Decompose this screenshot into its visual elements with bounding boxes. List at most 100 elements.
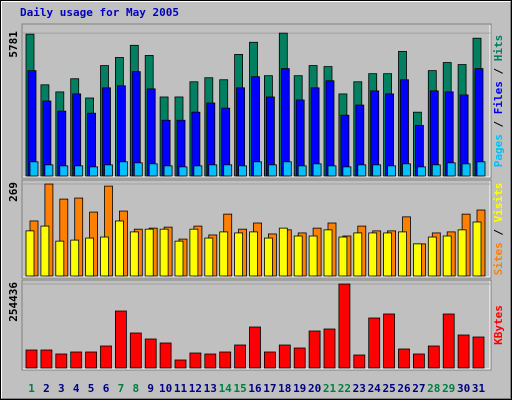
bar bbox=[476, 161, 486, 177]
bar bbox=[372, 164, 382, 177]
bar bbox=[100, 345, 112, 369]
x-tick-label: 20 bbox=[308, 382, 321, 395]
bar bbox=[416, 166, 426, 177]
bar bbox=[325, 80, 335, 177]
y-tick-label: 269 bbox=[7, 182, 20, 202]
bar bbox=[74, 165, 84, 177]
bar bbox=[40, 349, 53, 369]
x-tick-label: 6 bbox=[103, 382, 110, 395]
bar bbox=[193, 165, 203, 177]
legend-entry: Hits bbox=[492, 35, 505, 62]
bar bbox=[85, 351, 97, 369]
bar bbox=[129, 231, 139, 277]
bar bbox=[251, 76, 260, 177]
bar bbox=[293, 235, 303, 277]
bar bbox=[115, 310, 127, 369]
bar bbox=[72, 93, 82, 177]
bar bbox=[427, 345, 440, 369]
legend-separator: / bbox=[492, 61, 505, 81]
x-tick-label: 25 bbox=[382, 382, 395, 395]
bar bbox=[280, 68, 290, 177]
bar bbox=[119, 161, 128, 177]
x-tick-label: 8 bbox=[132, 382, 139, 395]
bar bbox=[442, 313, 455, 369]
x-tick-label: 11 bbox=[174, 382, 188, 395]
bar bbox=[249, 231, 258, 277]
bar bbox=[368, 317, 381, 369]
bar bbox=[219, 231, 229, 277]
bar bbox=[310, 87, 320, 177]
x-tick-label: 24 bbox=[368, 382, 382, 395]
bar bbox=[70, 351, 83, 369]
bar bbox=[115, 220, 124, 277]
bar bbox=[174, 359, 187, 369]
bar bbox=[398, 348, 410, 369]
bar bbox=[89, 166, 98, 177]
bevel bbox=[23, 181, 491, 278]
x-tick-label: 2 bbox=[43, 382, 50, 395]
bar bbox=[282, 161, 292, 177]
bar bbox=[104, 164, 113, 177]
bar bbox=[85, 237, 94, 277]
bar bbox=[178, 166, 188, 177]
bar bbox=[29, 161, 39, 177]
legend-entry: KBytes bbox=[492, 305, 505, 345]
bar bbox=[412, 243, 422, 277]
legend-entry: Files bbox=[492, 81, 505, 114]
bar bbox=[204, 237, 214, 277]
x-tick-label: 1 bbox=[28, 382, 35, 395]
x-tick-label: 19 bbox=[293, 382, 306, 395]
bar bbox=[370, 90, 380, 177]
bar bbox=[323, 328, 336, 369]
bar bbox=[457, 334, 470, 369]
chart-title: Daily usage for May 2005 bbox=[20, 6, 179, 19]
bar bbox=[223, 164, 233, 177]
bar bbox=[400, 79, 409, 177]
x-tick-label: 29 bbox=[442, 382, 455, 395]
bar bbox=[342, 166, 352, 177]
bar bbox=[174, 240, 184, 277]
x-tick-label: 26 bbox=[397, 382, 411, 395]
bar bbox=[353, 232, 363, 277]
bar bbox=[163, 165, 173, 177]
x-tick-label: 30 bbox=[457, 382, 470, 395]
bar bbox=[387, 165, 397, 177]
bevel bbox=[23, 281, 491, 370]
x-tick-label: 22 bbox=[338, 382, 351, 395]
bar bbox=[293, 347, 306, 369]
bar bbox=[398, 231, 407, 277]
y-tick-label: 254436 bbox=[7, 282, 20, 322]
bar bbox=[148, 163, 158, 177]
bar bbox=[208, 164, 218, 177]
legend-entry: Sites bbox=[492, 242, 505, 275]
x-tick-label: 13 bbox=[204, 382, 217, 395]
legend-separator: / bbox=[492, 222, 505, 242]
bar bbox=[442, 235, 452, 277]
x-tick-label: 12 bbox=[189, 382, 202, 395]
x-tick-label: 18 bbox=[278, 382, 291, 395]
bar bbox=[338, 283, 351, 369]
x-tick-label: 4 bbox=[73, 382, 80, 395]
bar bbox=[55, 240, 65, 277]
bar bbox=[368, 232, 378, 277]
x-tick-label: 23 bbox=[353, 382, 366, 395]
legend: Pages / Files / Hits bbox=[492, 35, 505, 168]
x-tick-label: 10 bbox=[159, 382, 172, 395]
bar bbox=[263, 237, 273, 277]
bar bbox=[338, 236, 348, 277]
bar bbox=[429, 90, 439, 177]
bar bbox=[44, 164, 54, 177]
bar bbox=[461, 163, 471, 177]
bar bbox=[144, 338, 157, 369]
bar bbox=[446, 162, 456, 177]
bar bbox=[27, 70, 37, 177]
bar bbox=[70, 239, 80, 277]
bar bbox=[312, 163, 322, 177]
bar bbox=[278, 344, 291, 369]
bar bbox=[265, 96, 275, 177]
x-tick-label: 16 bbox=[248, 382, 262, 395]
bar bbox=[59, 165, 69, 177]
bar bbox=[129, 332, 142, 369]
